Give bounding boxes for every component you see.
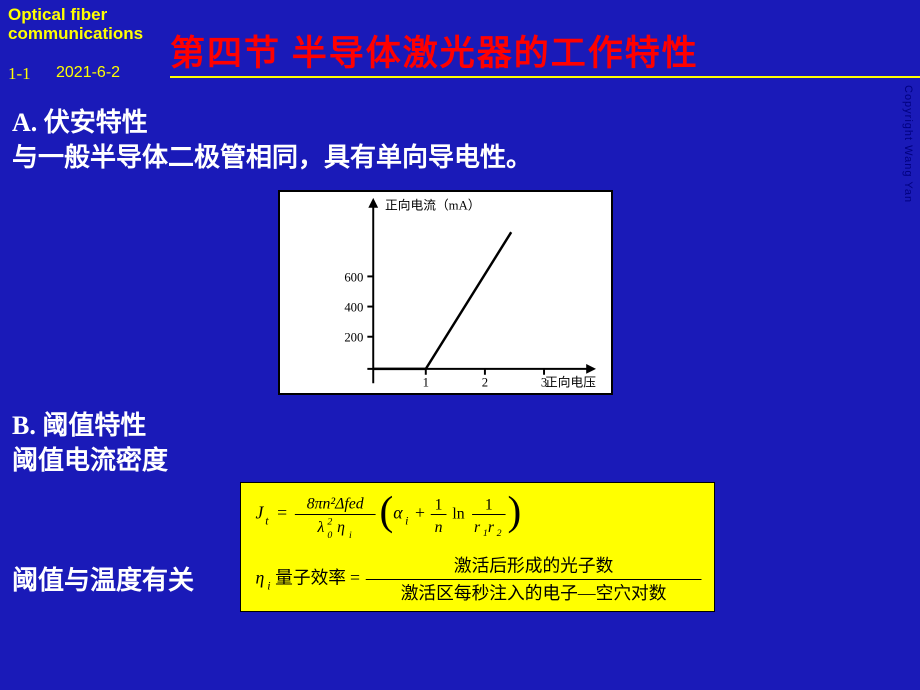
svg-text:1: 1 [423, 376, 429, 390]
section-b-desc: 阈值电流密度 [12, 446, 168, 475]
formula-svg: Jt=8πn²Δfedλ02ηi(αi+1nln1r1r2)ηi量子效率=激活后… [241, 483, 714, 611]
svg-text:=: = [277, 502, 287, 522]
svg-text:(: ( [380, 487, 394, 534]
copyright: Copyright Wang Yan [902, 85, 914, 203]
svg-text:i: i [349, 530, 352, 541]
svg-text:8πn²Δfed: 8πn²Δfed [307, 496, 364, 513]
slide-date: 2021-6-2 [56, 64, 120, 82]
title-underline [170, 76, 920, 78]
svg-text:量子效率: 量子效率 [275, 567, 346, 587]
svg-text:=: = [350, 567, 360, 587]
slide: Optical fibercommunications 1-1 2021-6-2… [0, 0, 920, 690]
svg-text:1: 1 [485, 497, 493, 514]
section-b: B. 阈值特性 阈值电流密度 [12, 408, 168, 478]
svg-text:λ: λ [317, 519, 325, 536]
svg-text:600: 600 [344, 270, 363, 284]
svg-text:2: 2 [482, 376, 488, 390]
svg-text:1: 1 [435, 497, 443, 514]
svg-text:i: i [267, 578, 270, 592]
section-a-desc: 与一般半导体二极管相同，具有单向导电性。 [12, 143, 532, 172]
svg-text:激活区每秒注入的电子—空穴对数: 激活区每秒注入的电子—空穴对数 [401, 583, 667, 603]
svg-text:200: 200 [344, 331, 363, 345]
course-name: Optical fibercommunications [8, 6, 143, 43]
svg-text:正向电流（mA）: 正向电流（mA） [385, 198, 481, 213]
svg-text:i: i [405, 513, 408, 527]
svg-text:): ) [508, 487, 522, 534]
section-c: 阈值与温度有关 [12, 560, 194, 597]
svg-text:η: η [337, 519, 345, 536]
formula-box: Jt=8πn²Δfedλ02ηi(αi+1nln1r1r2)ηi量子效率=激活后… [240, 482, 715, 612]
svg-text:400: 400 [344, 300, 363, 314]
svg-text:激活后形成的光子数: 激活后形成的光子数 [454, 556, 614, 576]
svg-text:r: r [474, 519, 481, 536]
svg-text:2: 2 [497, 528, 502, 539]
svg-text:2: 2 [327, 516, 332, 527]
svg-text:0: 0 [327, 530, 332, 541]
svg-text:正向电压: 正向电压 [545, 375, 596, 390]
section-c-label: 阈值与温度有关 [12, 566, 194, 595]
page-number: 1-1 [8, 64, 31, 84]
section-a: A. 伏安特性 与一般半导体二极管相同，具有单向导电性。 [12, 105, 532, 175]
iv-chart-svg: 200400600123正向电流（mA）正向电压 [280, 192, 611, 393]
section-b-label: B. 阈值特性 [12, 411, 146, 440]
svg-text:r: r [488, 519, 495, 536]
svg-text:ln: ln [452, 505, 464, 522]
slide-title: 第四节 半导体激光器的工作特性 [170, 25, 699, 76]
svg-text:η: η [255, 567, 264, 587]
section-a-label: A. 伏安特性 [12, 108, 148, 137]
svg-text:+: + [415, 502, 425, 522]
svg-text:n: n [435, 519, 443, 536]
iv-chart: 200400600123正向电流（mA）正向电压 [278, 190, 613, 395]
svg-text:J: J [255, 502, 264, 522]
svg-text:α: α [393, 502, 403, 522]
svg-text:t: t [265, 513, 269, 527]
